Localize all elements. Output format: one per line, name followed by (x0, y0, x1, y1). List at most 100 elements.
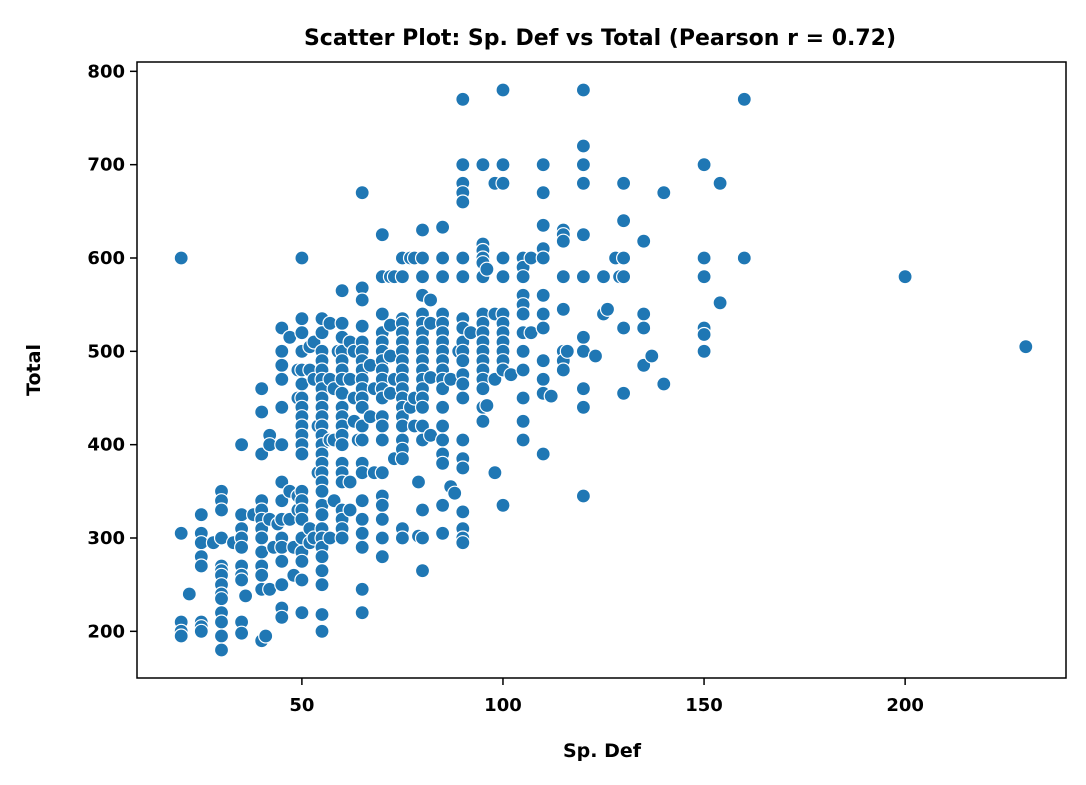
y-axis-label: Total (23, 344, 45, 396)
data-point (555, 362, 571, 378)
data-point (599, 301, 616, 317)
y-tick-label: 700 (87, 155, 125, 176)
data-point (515, 432, 531, 448)
data-point (173, 250, 189, 266)
data-point (447, 485, 463, 501)
chart-title: Scatter Plot: Sp. Def vs Total (Pearson … (304, 26, 896, 51)
data-point (575, 329, 592, 345)
data-point (294, 605, 310, 621)
data-point (394, 269, 410, 285)
data-point (274, 399, 290, 415)
data-point (555, 269, 571, 285)
data-point (712, 295, 728, 311)
x-tick-label: 100 (484, 695, 522, 716)
data-point (575, 175, 592, 191)
data-point (294, 446, 310, 462)
data-point (515, 306, 531, 322)
data-point (374, 465, 390, 481)
data-point (274, 343, 290, 359)
data-point (555, 233, 571, 249)
data-point (294, 553, 310, 569)
data-point (374, 549, 390, 565)
data-point (274, 437, 290, 453)
data-point (535, 287, 551, 303)
data-point (575, 227, 592, 243)
x-tick-label: 50 (289, 695, 314, 716)
y-axis-ticks: 200 300 400 500 600 700 800 (87, 61, 137, 642)
data-point (479, 261, 495, 277)
data-point (234, 572, 250, 588)
data-point (234, 539, 250, 555)
data-point (258, 628, 274, 644)
data-point (435, 432, 451, 448)
data-point (515, 343, 531, 359)
data-point (254, 404, 270, 420)
data-point (656, 376, 672, 392)
data-point (173, 628, 189, 644)
y-tick-label: 600 (87, 248, 125, 269)
data-point (559, 343, 575, 359)
data-point (455, 376, 471, 392)
data-point (213, 502, 230, 518)
data-point (354, 493, 370, 509)
x-axis-label: Sp. Def (563, 740, 642, 762)
data-point (535, 250, 551, 266)
data-point (535, 157, 551, 173)
data-point (475, 413, 491, 429)
data-point (414, 502, 431, 518)
data-point (435, 399, 451, 415)
x-tick-label: 200 (886, 695, 924, 716)
data-point (696, 250, 712, 266)
data-point (475, 381, 491, 397)
data-point (435, 497, 451, 513)
data-point (314, 606, 330, 623)
data-point (515, 390, 531, 406)
data-point (435, 525, 451, 541)
data-point (354, 432, 370, 448)
data-point (238, 588, 254, 604)
data-point (354, 292, 370, 308)
data-point (414, 563, 431, 579)
data-point (515, 362, 531, 378)
data-point (414, 399, 431, 415)
data-point (374, 432, 390, 448)
data-point (712, 175, 728, 191)
data-point (575, 138, 592, 154)
data-point (213, 591, 230, 607)
data-point (595, 269, 612, 285)
data-point (515, 269, 531, 285)
data-point (354, 605, 370, 621)
data-point (455, 91, 471, 107)
data-point (636, 306, 652, 322)
x-axis-ticks: 50 100 150 200 (289, 678, 924, 716)
data-point (475, 157, 491, 173)
data-point (234, 625, 250, 641)
y-tick-label: 400 (87, 435, 125, 456)
data-point (181, 586, 197, 602)
data-point (213, 628, 230, 644)
data-point (575, 82, 592, 98)
data-point (543, 388, 559, 404)
data-point (615, 213, 632, 229)
data-point (435, 269, 451, 285)
data-point (495, 157, 511, 173)
data-point (342, 474, 358, 490)
data-point (575, 269, 592, 285)
data-point (487, 465, 503, 481)
x-tick-label: 150 (685, 695, 723, 716)
data-point (615, 269, 632, 285)
data-point (495, 175, 511, 191)
data-point (294, 572, 310, 588)
data-point (354, 318, 370, 334)
data-point (234, 437, 250, 453)
data-point (314, 623, 330, 639)
data-point (636, 320, 652, 336)
data-point (394, 451, 410, 467)
data-point (636, 233, 652, 249)
data-point (354, 511, 370, 527)
data-point (555, 301, 571, 317)
data-point (314, 507, 330, 523)
data-point (354, 525, 370, 541)
data-point (213, 614, 230, 630)
